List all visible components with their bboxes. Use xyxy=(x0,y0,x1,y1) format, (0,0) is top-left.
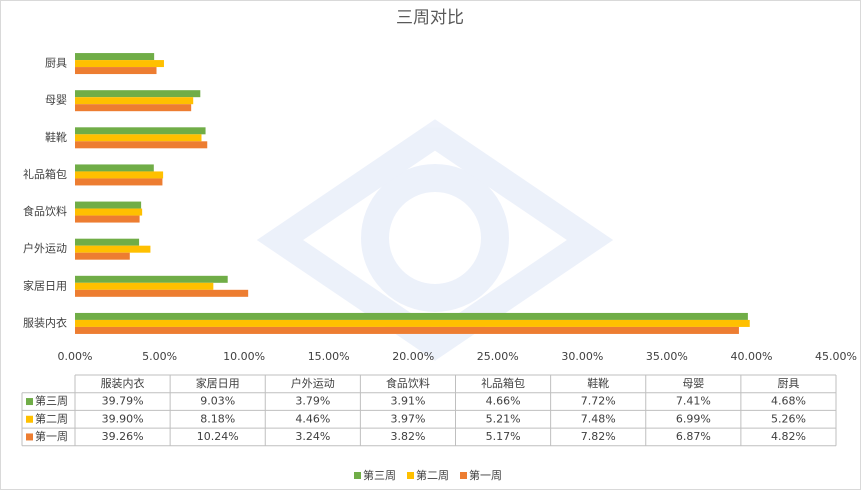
table-cell: 7.72% xyxy=(581,395,616,408)
x-tick-label: 20.00% xyxy=(392,350,434,363)
x-tick-label: 25.00% xyxy=(477,350,519,363)
x-tick-label: 35.00% xyxy=(646,350,688,363)
table-cell: 4.82% xyxy=(771,430,806,443)
y-tick-label: 服装内衣 xyxy=(23,315,67,329)
chart-title: 三周对比 xyxy=(396,8,464,28)
table-cell: 3.79% xyxy=(295,395,330,408)
table-cell: 9.03% xyxy=(200,395,235,408)
y-tick-label: 母婴 xyxy=(45,94,67,107)
table-header: 礼品箱包 xyxy=(481,376,525,390)
bar xyxy=(75,60,164,68)
table-cell: 39.79% xyxy=(102,395,144,408)
bar xyxy=(75,127,206,135)
legend-key xyxy=(460,472,467,479)
table-cell: 7.41% xyxy=(676,395,711,408)
table-header: 食品饮料 xyxy=(386,376,430,390)
table-cell: 3.24% xyxy=(295,430,330,443)
bar xyxy=(75,141,208,149)
y-tick-label: 户外运动 xyxy=(23,241,67,255)
table-header: 鞋靴 xyxy=(587,376,609,390)
table-legend-key xyxy=(26,398,33,406)
bar xyxy=(75,312,748,320)
bar xyxy=(75,275,228,283)
table-cell: 8.18% xyxy=(200,412,235,425)
table-cell: 6.99% xyxy=(676,412,711,425)
bar xyxy=(75,282,214,290)
table-cell: 39.26% xyxy=(102,430,144,443)
legend-key xyxy=(354,472,361,479)
x-tick-label: 0.00% xyxy=(58,350,93,363)
table-cell: 3.97% xyxy=(390,412,425,425)
table-header: 厨具 xyxy=(777,377,799,390)
bar xyxy=(75,90,201,98)
table-cell: 3.82% xyxy=(390,430,425,443)
table-legend-key xyxy=(26,433,33,441)
table-header: 家居日用 xyxy=(196,376,240,390)
table-legend-key xyxy=(26,415,33,423)
table-cell: 7.82% xyxy=(581,430,616,443)
x-tick-label: 5.00% xyxy=(142,350,177,363)
bar xyxy=(75,178,163,186)
bar xyxy=(75,104,192,112)
table-cell: 3.91% xyxy=(390,395,425,408)
bar xyxy=(75,201,142,209)
x-tick-label: 30.00% xyxy=(561,350,603,363)
table-cell: 5.26% xyxy=(771,412,806,425)
legend-label: 第一周 xyxy=(469,468,502,482)
table-series-name: 第二周 xyxy=(35,411,68,425)
table-header: 母婴 xyxy=(682,377,704,390)
table-cell: 4.46% xyxy=(295,412,330,425)
y-tick-label: 礼品箱包 xyxy=(23,167,67,181)
x-tick-label: 40.00% xyxy=(730,350,772,363)
y-tick-label: 食品饮料 xyxy=(23,204,67,218)
watermark xyxy=(256,119,614,361)
table-series-name: 第三周 xyxy=(35,394,68,408)
table-cell: 4.68% xyxy=(771,395,806,408)
legend-key xyxy=(407,472,414,479)
bar xyxy=(75,97,194,105)
table-header: 户外运动 xyxy=(291,376,335,390)
bar xyxy=(75,326,739,334)
table-cell: 4.66% xyxy=(486,395,521,408)
bar xyxy=(75,238,140,246)
table-header: 服装内衣 xyxy=(101,376,145,390)
bar xyxy=(75,289,249,297)
legend-label: 第二周 xyxy=(416,468,449,482)
table-cell: 5.21% xyxy=(486,412,521,425)
table-cell: 7.48% xyxy=(581,412,616,425)
table-series-name: 第一周 xyxy=(35,429,68,443)
bar xyxy=(75,164,154,172)
bar xyxy=(75,245,151,253)
y-tick-label: 鞋靴 xyxy=(45,130,67,144)
table-cell: 10.24% xyxy=(197,430,239,443)
bar xyxy=(75,319,750,327)
x-tick-label: 45.00% xyxy=(815,350,857,363)
y-tick-label: 厨具 xyxy=(45,57,67,70)
table-cell: 6.87% xyxy=(676,430,711,443)
bar xyxy=(75,134,202,142)
table-cell: 5.17% xyxy=(486,430,521,443)
bar xyxy=(75,252,130,260)
bar xyxy=(75,53,155,61)
x-tick-label: 10.00% xyxy=(223,350,265,363)
y-tick-label: 家居日用 xyxy=(23,278,67,292)
table-cell: 39.90% xyxy=(102,412,144,425)
legend-label: 第三周 xyxy=(363,468,396,482)
bar xyxy=(75,215,140,223)
bar xyxy=(75,208,143,216)
x-tick-label: 15.00% xyxy=(308,350,350,363)
bar xyxy=(75,67,157,75)
bar xyxy=(75,171,164,179)
